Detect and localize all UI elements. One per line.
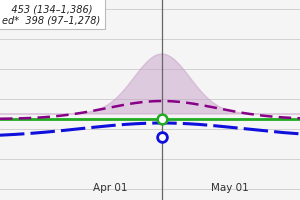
Text: May 01: May 01 (211, 182, 249, 192)
Text: 453 (134–1,386)
ed*  398 (97–1,278): 453 (134–1,386) ed* 398 (97–1,278) (2, 4, 100, 25)
Text: Apr 01: Apr 01 (93, 182, 127, 192)
